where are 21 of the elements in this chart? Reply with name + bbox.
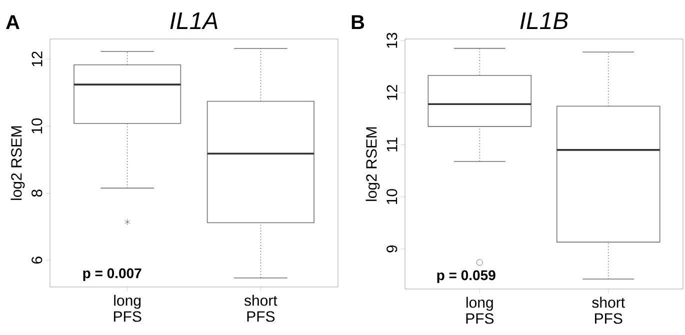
chart-subtitle: B — [352, 15, 364, 29]
y-tick-label: 6 — [32, 256, 42, 264]
y-tick-label: 8 — [32, 190, 42, 197]
chart-title: IL1A — [170, 12, 218, 29]
x-tick-label: long PFS — [466, 296, 494, 324]
y-tick-label: 11 — [386, 138, 398, 152]
annotation: p = 0.007 — [83, 268, 142, 281]
y-axis-title: log2 RSEM — [10, 126, 25, 200]
y-tick-label: 13 — [386, 32, 398, 48]
chart-title: IL1B — [520, 12, 568, 29]
x-tick-label: long PFS — [114, 294, 142, 322]
x-tick-label: short PFS — [244, 294, 278, 322]
y-tick-label: 10 — [32, 118, 42, 134]
y-tick-label: 12 — [386, 85, 398, 100]
x-tick-label: short PFS — [592, 296, 625, 324]
y-tick-label: 9 — [386, 245, 398, 252]
annotation: p = 0.059 — [437, 270, 496, 283]
y-tick-label: 12 — [32, 52, 42, 66]
y-tick-label: 10 — [386, 189, 398, 204]
chart-subtitle: A — [6, 15, 20, 29]
y-axis-title: log2 RSEM — [366, 127, 380, 201]
